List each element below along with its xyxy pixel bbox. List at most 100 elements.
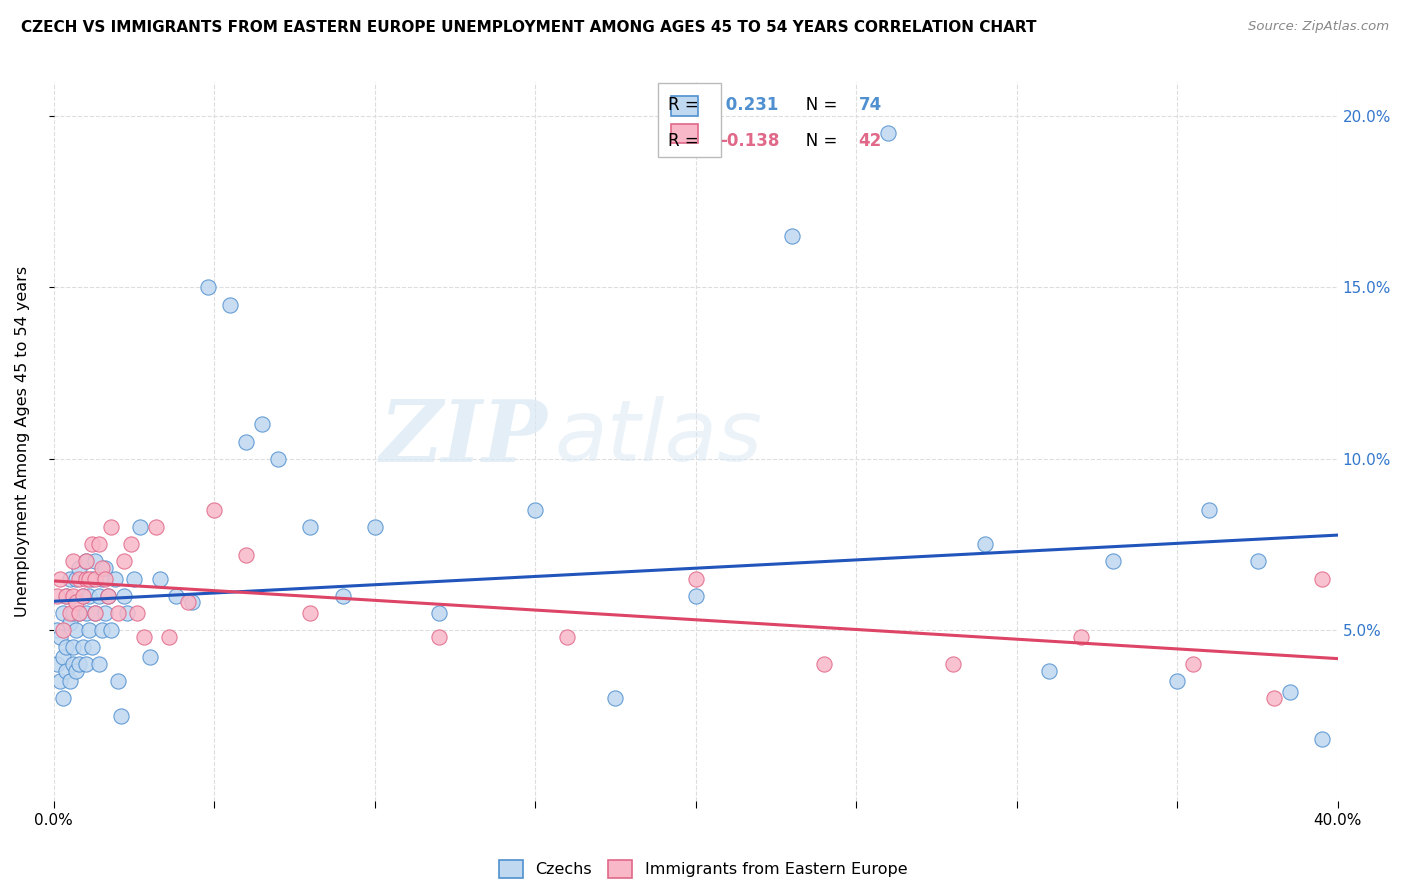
- Point: [49, 674, 72, 689]
- Point: [180, 595, 202, 609]
- Point: [100, 520, 122, 534]
- Point: [52, 623, 75, 637]
- Point: [62, 606, 84, 620]
- Point: [197, 280, 219, 294]
- Point: [1246, 554, 1268, 568]
- Text: -0.138: -0.138: [720, 132, 779, 150]
- Point: [49, 630, 72, 644]
- Point: [177, 595, 200, 609]
- Point: [1102, 554, 1125, 568]
- Y-axis label: Unemployment Among Ages 45 to 54 years: Unemployment Among Ages 45 to 54 years: [15, 266, 30, 617]
- Point: [90, 623, 112, 637]
- Text: atlas: atlas: [554, 396, 762, 479]
- Point: [52, 650, 75, 665]
- Point: [117, 606, 139, 620]
- Point: [877, 126, 900, 140]
- Point: [59, 674, 82, 689]
- Point: [202, 503, 225, 517]
- Point: [67, 572, 90, 586]
- Point: [45, 623, 67, 637]
- Point: [555, 630, 578, 644]
- Point: [100, 623, 122, 637]
- Point: [685, 589, 707, 603]
- Point: [132, 630, 155, 644]
- Point: [84, 606, 107, 620]
- Point: [62, 589, 84, 603]
- Point: [72, 589, 94, 603]
- Point: [84, 572, 107, 586]
- Point: [97, 589, 120, 603]
- Point: [1070, 630, 1092, 644]
- Point: [62, 657, 84, 672]
- Point: [94, 572, 117, 586]
- Point: [67, 606, 90, 620]
- Point: [55, 589, 77, 603]
- Point: [52, 691, 75, 706]
- Text: R =: R =: [668, 96, 704, 114]
- Point: [1198, 503, 1220, 517]
- Point: [77, 589, 100, 603]
- Point: [62, 640, 84, 654]
- Point: [941, 657, 963, 672]
- Point: [973, 537, 995, 551]
- Point: [90, 572, 112, 586]
- Point: [49, 572, 72, 586]
- Point: [363, 520, 385, 534]
- Point: [1310, 732, 1333, 747]
- Point: [165, 589, 187, 603]
- Point: [59, 572, 82, 586]
- Text: N =: N =: [790, 132, 844, 150]
- Point: [780, 229, 803, 244]
- Point: [1182, 657, 1205, 672]
- Point: [72, 640, 94, 654]
- Point: [59, 606, 82, 620]
- Text: ZIP: ZIP: [380, 396, 548, 480]
- Point: [605, 691, 627, 706]
- Text: N =: N =: [790, 96, 844, 114]
- Point: [112, 589, 135, 603]
- Point: [55, 640, 77, 654]
- Point: [299, 606, 322, 620]
- Point: [427, 606, 450, 620]
- Point: [59, 615, 82, 630]
- Point: [110, 708, 132, 723]
- Point: [267, 451, 290, 466]
- Point: [45, 589, 67, 603]
- Point: [1038, 664, 1060, 678]
- Point: [67, 657, 90, 672]
- Point: [107, 674, 129, 689]
- Point: [97, 589, 120, 603]
- Point: [72, 589, 94, 603]
- Point: [107, 606, 129, 620]
- Text: R =: R =: [668, 132, 704, 150]
- Point: [82, 640, 104, 654]
- Point: [87, 537, 110, 551]
- Point: [1166, 674, 1188, 689]
- Legend: Czechs, Immigrants from Eastern Europe: Czechs, Immigrants from Eastern Europe: [492, 854, 914, 884]
- Point: [55, 589, 77, 603]
- Point: [157, 630, 180, 644]
- Point: [145, 520, 167, 534]
- Point: [84, 554, 107, 568]
- Text: 74: 74: [859, 96, 882, 114]
- Point: [129, 520, 152, 534]
- Point: [82, 572, 104, 586]
- Point: [813, 657, 835, 672]
- Point: [65, 623, 87, 637]
- Text: CZECH VS IMMIGRANTS FROM EASTERN EUROPE UNEMPLOYMENT AMONG AGES 45 TO 54 YEARS C: CZECH VS IMMIGRANTS FROM EASTERN EUROPE …: [21, 20, 1036, 35]
- Point: [427, 630, 450, 644]
- Point: [65, 572, 87, 586]
- Point: [332, 589, 354, 603]
- Legend: , : ,: [658, 83, 721, 156]
- Point: [87, 657, 110, 672]
- Point: [104, 572, 127, 586]
- Point: [87, 589, 110, 603]
- Point: [90, 561, 112, 575]
- Point: [77, 572, 100, 586]
- Text: 42: 42: [859, 132, 882, 150]
- Point: [67, 561, 90, 575]
- Point: [65, 664, 87, 678]
- Point: [219, 297, 242, 311]
- Text: Source: ZipAtlas.com: Source: ZipAtlas.com: [1249, 20, 1389, 33]
- Point: [1263, 691, 1285, 706]
